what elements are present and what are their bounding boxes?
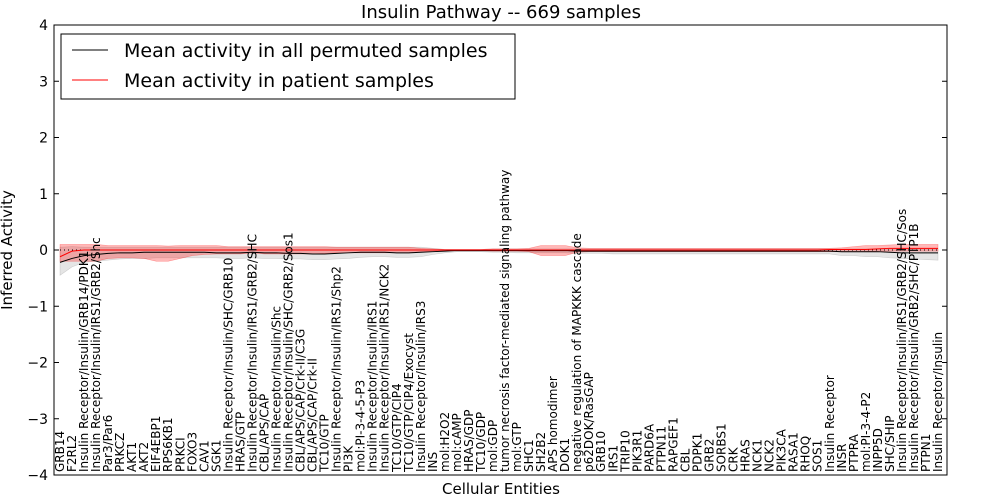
category-label: Insulin Receptor/Insulin/IRS1/GRB2/SHC/S… (895, 209, 909, 472)
category-label: tumor necrosis factor-mediated signaling… (498, 170, 512, 472)
category-label: F2RL2 (65, 435, 79, 472)
category-label: INS (426, 452, 440, 472)
category-label: RPS6KB1 (161, 417, 175, 472)
category-label: GRB2 (702, 438, 716, 472)
category-label: SORBS1 (715, 423, 729, 472)
category-label: SH2B2 (534, 432, 548, 472)
category-label: mol:GTP (510, 422, 524, 472)
category-label: CBL (678, 448, 692, 472)
category-label: PIK3CA (775, 428, 789, 472)
category-label: SHC1 (522, 439, 536, 472)
category-label: PRKCI (173, 437, 187, 472)
category-label: DOK1 (558, 438, 572, 472)
legend-box (60, 33, 516, 100)
category-label: APS homodimer (546, 376, 560, 472)
category-label: HRAS/GTP (233, 412, 247, 472)
category-label: INSR (835, 444, 849, 472)
category-label: p62DOK/RasGAP (582, 372, 596, 472)
category-label: HRAS/GDP (462, 409, 476, 472)
category-label: PARD6A (642, 423, 656, 472)
category-label: Insulin Receptor (823, 375, 837, 472)
category-label: SGK1 (209, 440, 223, 472)
y-tick-label: 2 (39, 131, 48, 147)
category-label: PI3K (342, 445, 356, 472)
category-label: TC10/GTP (318, 414, 332, 473)
category-label: Insulin Receptor/Insulin/IRS1/GRB2/Shc (89, 237, 103, 472)
category-label: mol:PI-3-4-5-P3 (354, 380, 368, 472)
category-label: PTPRA (847, 433, 861, 472)
category-label: mol:cAMP (450, 413, 464, 472)
category-label: TC10/GDP (474, 412, 488, 473)
category-label: EIF4EBP1 (149, 416, 163, 472)
category-label: Insulin Receptor/Insulin/IRS1 (366, 301, 380, 472)
category-label: mol:GDP (486, 420, 500, 472)
category-label: AKT1 (125, 442, 139, 472)
category-label: HRAS (739, 439, 753, 472)
category-label: Insulin Receptor/Insulin/SHC/GRB2/Sos1 (282, 232, 296, 472)
category-label: CBL/APS/CAP (257, 394, 271, 472)
category-label: INPP5D (871, 428, 885, 472)
category-label: Insulin Receptor/Insulin/IRS1/NCK2 (378, 264, 392, 472)
category-label: TC10/GTP/CIP4 (390, 383, 404, 473)
category-label: CAV1 (197, 440, 211, 472)
legend-label-permuted: Mean activity in all permuted samples (124, 40, 487, 62)
category-label: RHOQ (799, 436, 813, 472)
category-label: Insulin Receptor/Insulin/SHC/GRB10 (221, 258, 235, 472)
category-label: PTPN11 (654, 426, 668, 472)
category-label: Insulin Receptor/Insulin/Shc (269, 306, 283, 472)
category-label: Insulin Receptor/Insulin (931, 332, 945, 472)
category-label: Par3/Par6 (101, 415, 115, 472)
y-tick-label: −2 (27, 356, 48, 372)
category-label: mol:PI-3-4-P2 (859, 392, 873, 472)
y-axis-ticks: 4 3 2 1 0 −1 −2 −3 −4 (27, 18, 947, 484)
legend-label-patient: Mean activity in patient samples (124, 70, 434, 92)
category-label: CBL/APS/CAP/Crk-II/C3G (294, 329, 308, 472)
series-line-patient (59, 247, 938, 258)
category-label: SOS1 (811, 440, 825, 472)
category-label: TRIP10 (618, 430, 632, 473)
y-tick-label: −1 (27, 299, 48, 315)
category-label: AKT2 (137, 442, 151, 472)
category-label: TC10/GTP/CIP4/Exocyst (402, 333, 416, 473)
category-label: IRS1 (606, 445, 620, 472)
category-label: Insulin Receptor/Insulin/GRB2/SHC/PTP1B (907, 224, 921, 473)
y-tick-label: 3 (39, 74, 48, 90)
y-tick-label: −4 (27, 468, 48, 484)
category-label: RASA1 (787, 432, 801, 472)
category-label: FOXO3 (185, 432, 199, 472)
category-label: CBL/APS/CAP/Crk-II (306, 358, 320, 472)
category-label: Insulin Receptor/Insulin/GRB14/PDK1 (77, 251, 91, 472)
plot-frame (53, 24, 948, 476)
y-tick-label: 0 (39, 243, 48, 259)
y-tick-label: −3 (27, 412, 48, 428)
category-label: GRB10 (594, 431, 608, 472)
category-label: PIK3R1 (630, 430, 644, 472)
chart-title: Insulin Pathway -- 669 samples (361, 2, 641, 23)
category-label: SHC/SHIP (883, 416, 897, 472)
category-label: Insulin Receptor/Insulin/IRS3 (414, 301, 428, 472)
category-label: PTPN1 (919, 434, 933, 472)
category-label: NCK2 (763, 439, 777, 472)
category-label: GRB14 (53, 431, 67, 472)
y-tick-label: 1 (39, 187, 48, 203)
category-label: PRKCZ (113, 433, 127, 472)
category-label: Insulin Receptor/Insulin/IRS1/GRB2/SHC (245, 234, 259, 472)
series-line-permuted (59, 250, 938, 263)
y-tick-label: 4 (39, 18, 48, 34)
category-label: RAPGEF1 (666, 417, 680, 472)
band-permuted (59, 246, 939, 276)
category-label: NCK1 (751, 439, 765, 472)
x-axis-label: Cellular Entities (442, 480, 560, 498)
category-label: CRK (727, 446, 741, 472)
y-axis-label: Inferred Activity (0, 190, 16, 310)
category-label: PDPK1 (690, 433, 704, 472)
category-label: negative regulation of MAPKKK cascade (570, 233, 584, 472)
category-label: Insulin Receptor/Insulin/IRS1/Shp2 (330, 266, 344, 472)
category-label: mol:H2O2 (438, 412, 452, 472)
series-lines (59, 247, 938, 263)
legend: Mean activity in all permuted samples Me… (60, 33, 516, 100)
